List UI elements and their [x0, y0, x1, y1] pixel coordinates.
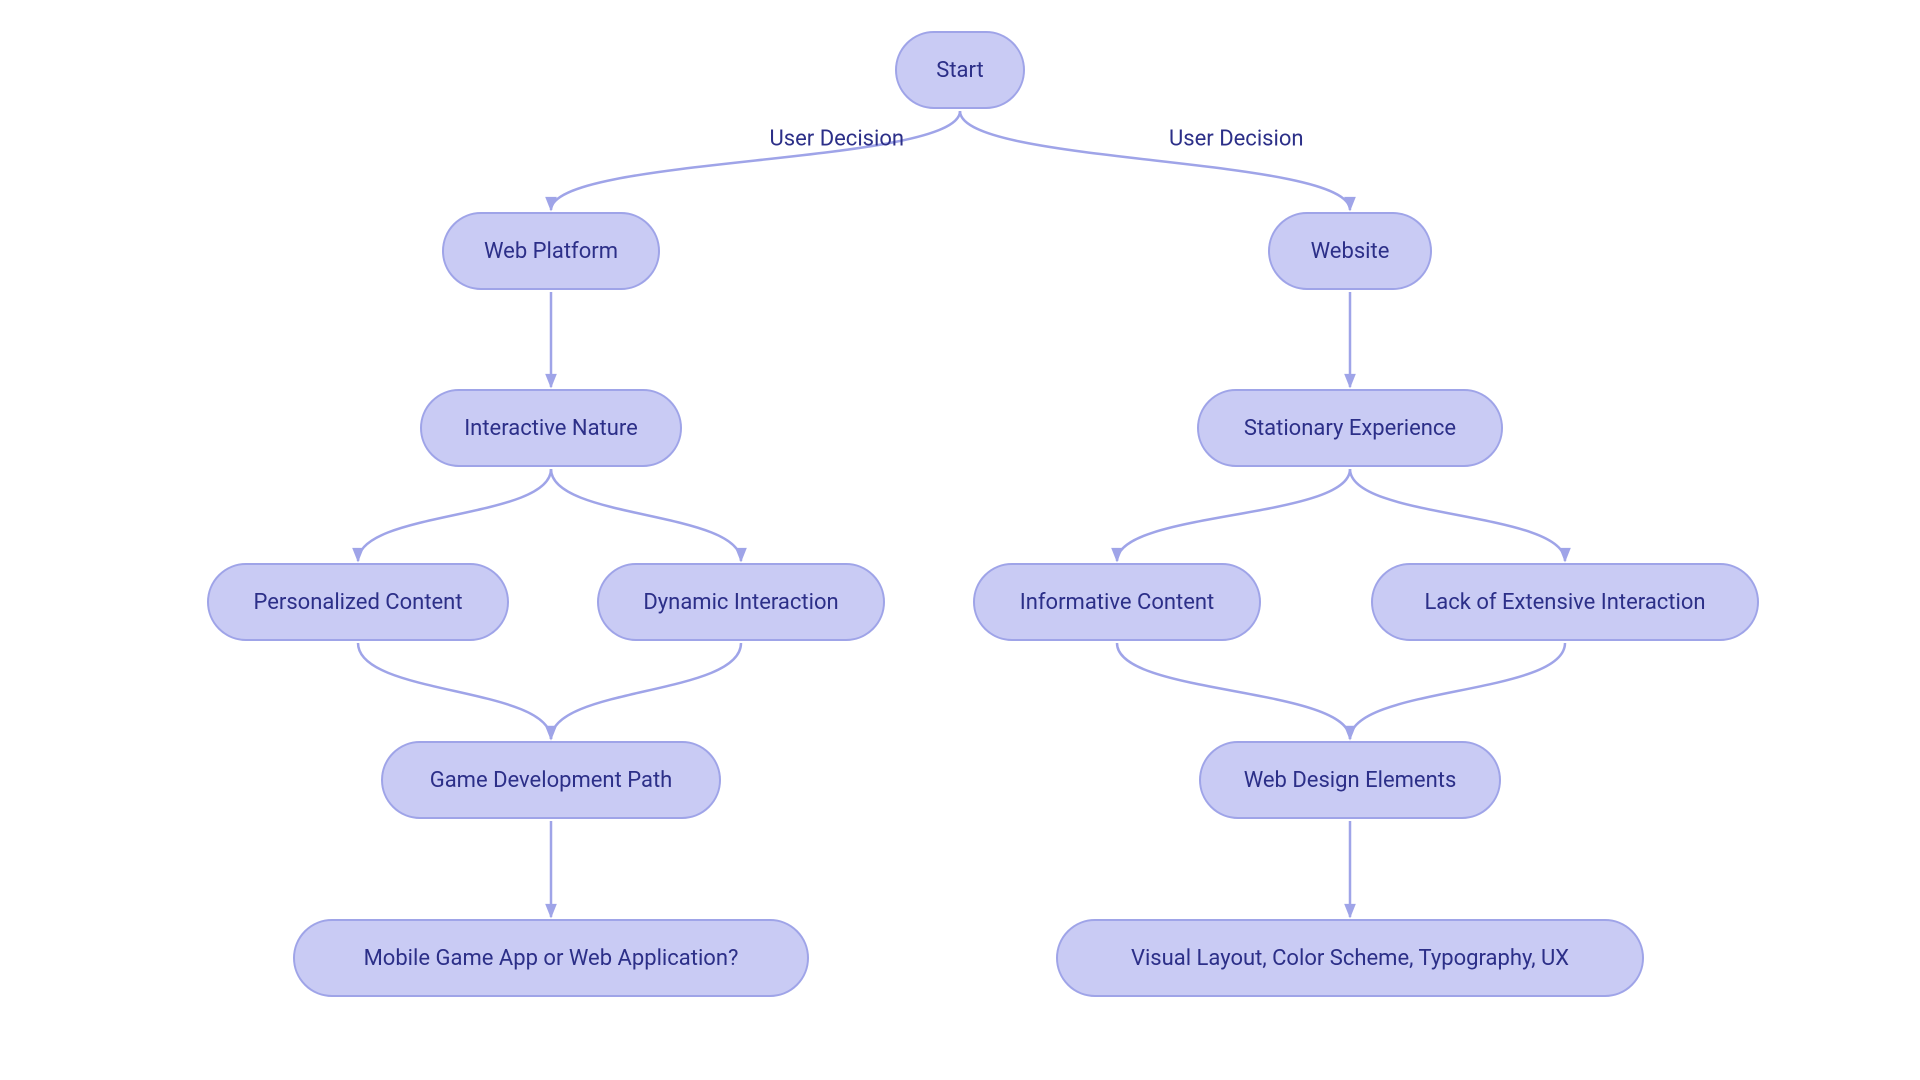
node-label: Personalized Content: [253, 590, 462, 615]
edge-dyn-gamepath: [551, 643, 741, 739]
node-website: Website: [1268, 212, 1432, 290]
flowchart-edges: [0, 0, 1920, 1080]
node-label: Web Platform: [484, 239, 618, 264]
node-gamepath: Game Development Path: [381, 741, 721, 819]
node-label: Website: [1311, 239, 1390, 264]
node-label: Start: [936, 58, 983, 83]
node-webdesign: Web Design Elements: [1199, 741, 1501, 819]
node-inter: Interactive Nature: [420, 389, 682, 467]
node-lack: Lack of Extensive Interaction: [1371, 563, 1759, 641]
node-visual: Visual Layout, Color Scheme, Typography,…: [1056, 919, 1644, 997]
edge-stat-info: [1117, 469, 1350, 561]
edge-label: User Decision: [770, 126, 905, 151]
node-start: Start: [895, 31, 1025, 109]
node-stat: Stationary Experience: [1197, 389, 1503, 467]
node-label: Informative Content: [1020, 590, 1214, 615]
node-label: Mobile Game App or Web Application?: [364, 946, 739, 971]
edge-inter-dyn: [551, 469, 741, 561]
node-label: Stationary Experience: [1244, 416, 1456, 441]
node-label: Web Design Elements: [1244, 768, 1457, 793]
edge-info-webdesign: [1117, 643, 1350, 739]
node-pers: Personalized Content: [207, 563, 509, 641]
edge-label: User Decision: [1169, 126, 1304, 151]
node-webplat: Web Platform: [442, 212, 660, 290]
node-label: Lack of Extensive Interaction: [1424, 590, 1705, 615]
node-gameq: Mobile Game App or Web Application?: [293, 919, 809, 997]
node-label: Interactive Nature: [464, 416, 638, 441]
edge-stat-lack: [1350, 469, 1565, 561]
edge-inter-pers: [358, 469, 551, 561]
edge-pers-gamepath: [358, 643, 551, 739]
node-label: Dynamic Interaction: [643, 590, 838, 615]
edge-lack-webdesign: [1350, 643, 1565, 739]
flowchart-stage: Start Web Platform Website Interactive Natu…: [0, 0, 1920, 1080]
node-label: Visual Layout, Color Scheme, Typography,…: [1131, 946, 1569, 971]
node-dyn: Dynamic Interaction: [597, 563, 885, 641]
node-info: Informative Content: [973, 563, 1261, 641]
node-label: Game Development Path: [430, 768, 673, 793]
